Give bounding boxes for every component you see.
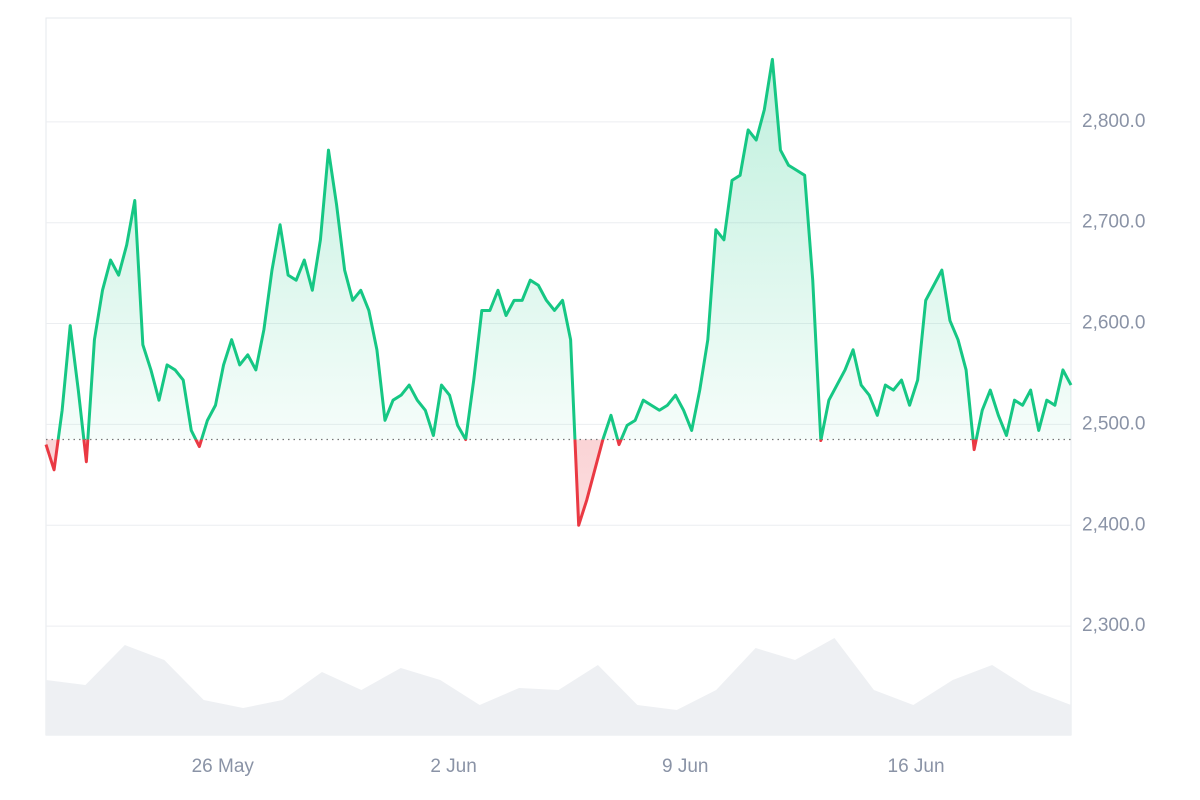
- volume-area: [46, 638, 1071, 735]
- y-tick-label: 2,600.0: [1082, 313, 1145, 334]
- x-tick-label: 26 May: [192, 756, 255, 777]
- price-line: [44, 57, 1073, 527]
- y-tick-label: 2,400.0: [1082, 514, 1145, 535]
- x-tick-label: 16 Jun: [888, 756, 945, 777]
- x-tick-label: 2 Jun: [430, 756, 476, 777]
- x-tick-label: 9 Jun: [662, 756, 708, 777]
- y-tick-label: 2,800.0: [1082, 111, 1145, 132]
- y-tick-label: 2,300.0: [1082, 615, 1145, 636]
- y-tick-label: 2,500.0: [1082, 413, 1145, 434]
- y-tick-label: 2,700.0: [1082, 212, 1145, 233]
- price-area: [46, 59, 1071, 526]
